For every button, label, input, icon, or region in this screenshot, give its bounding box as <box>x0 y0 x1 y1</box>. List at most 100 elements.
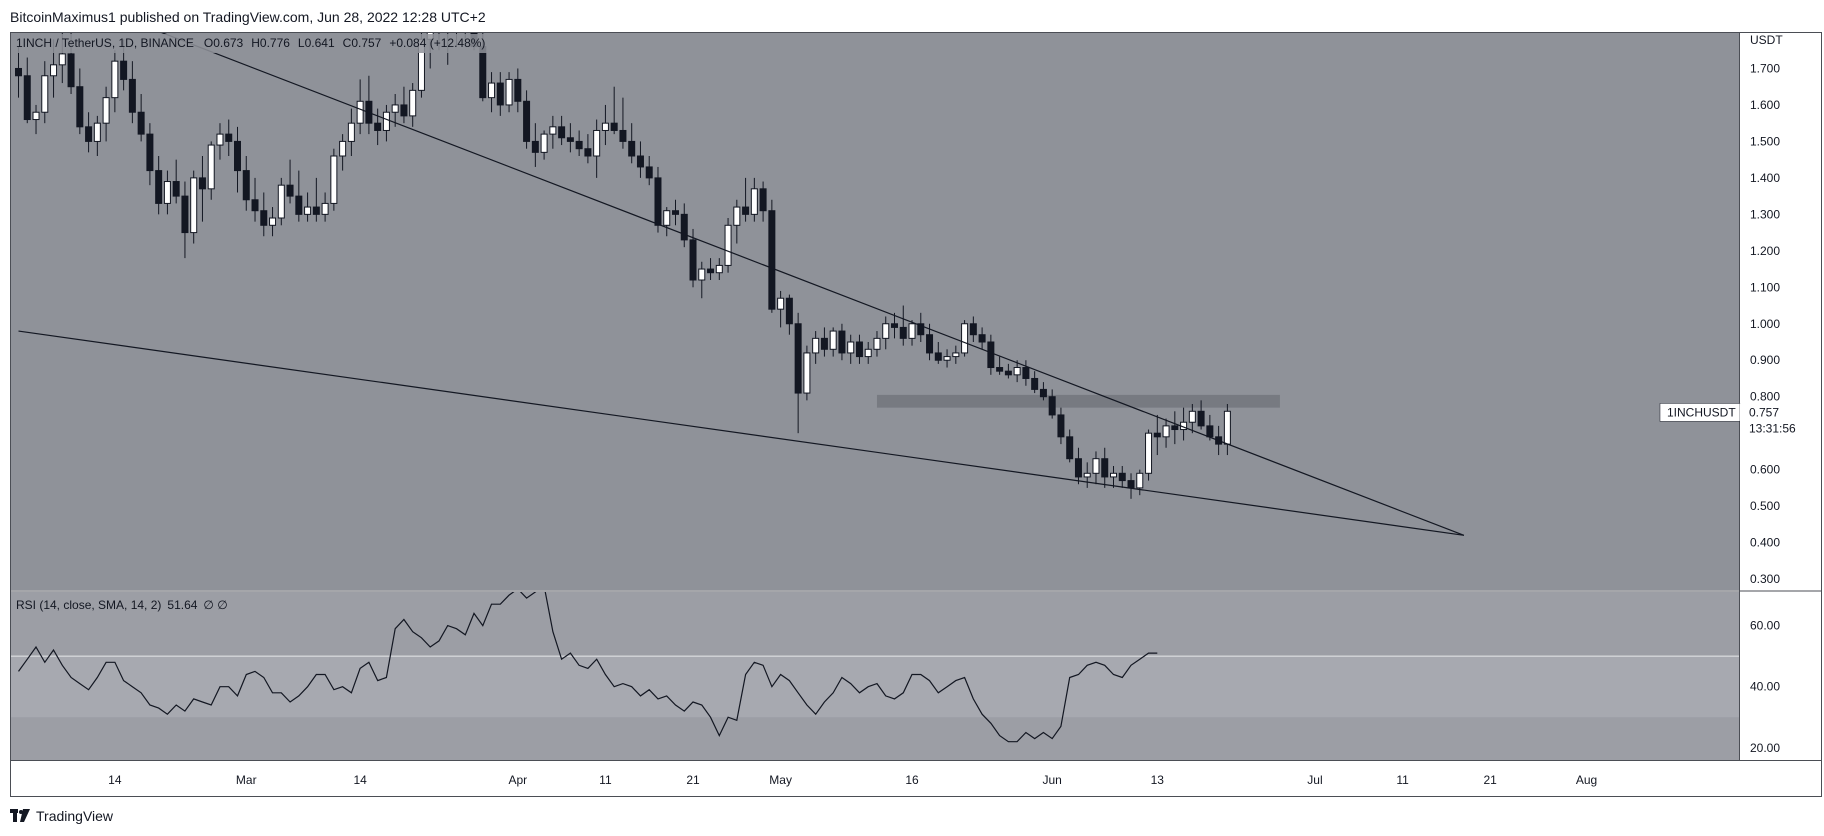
chart-svg[interactable]: USDT 1.700 1.600 1.500 1.400 1.300 1.200 1.100 1… <box>0 32 1824 798</box>
candle-body <box>899 326 907 339</box>
candle-body <box>207 144 215 190</box>
candle-body <box>645 166 653 179</box>
candle-body <box>242 170 250 201</box>
candle-body <box>961 323 969 354</box>
rsi-group <box>10 592 1739 743</box>
time-tick-label: Apr <box>508 773 527 787</box>
candle-body <box>1083 472 1091 478</box>
candle-body <box>803 352 811 394</box>
price-tick-label: 1.200 <box>1750 244 1780 258</box>
candle-body <box>996 367 1004 372</box>
candle-body <box>575 140 583 150</box>
candle-body <box>234 140 241 172</box>
candle-body <box>163 181 171 204</box>
time-tick-label: Jul <box>1307 773 1322 787</box>
time-tick-label: 21 <box>1484 773 1498 787</box>
candle-body <box>391 104 399 113</box>
rsi-tick-label: 20.00 <box>1750 741 1780 755</box>
time-tick-label: 14 <box>353 773 367 787</box>
candle-body <box>1162 425 1170 438</box>
time-tick-label: Aug <box>1576 773 1597 787</box>
rsi-axis[interactable]: 60.00 40.00 20.00 <box>1750 619 1780 755</box>
candle-body <box>1136 472 1144 489</box>
time-tick-label: 11 <box>599 773 612 787</box>
candle-body <box>120 60 128 80</box>
candle-body <box>146 133 154 172</box>
chart-area[interactable]: USDT 1.700 1.600 1.500 1.400 1.300 1.200 1.100 1… <box>0 32 1824 798</box>
candle-body <box>128 78 136 113</box>
candle-body <box>505 78 513 106</box>
candle-body <box>733 206 741 226</box>
candle-body <box>496 82 504 106</box>
legend-low: 0.641 <box>305 36 335 50</box>
candle-body <box>111 60 119 99</box>
candle-body <box>1171 425 1179 431</box>
candle-body <box>330 155 338 204</box>
rsi-tick-label: 40.00 <box>1750 680 1780 694</box>
candle-body <box>1013 367 1021 376</box>
rsi-band <box>10 656 1739 718</box>
candle-body <box>636 155 644 168</box>
candle-body <box>610 122 618 131</box>
candle-body <box>759 188 767 212</box>
price-tick-label: 1.000 <box>1750 317 1780 331</box>
candle-body <box>768 210 776 310</box>
candle-body <box>707 268 715 274</box>
price-tag-value-bg <box>1740 403 1808 438</box>
publisher-text: BitcoinMaximus1 published on TradingView… <box>10 9 486 25</box>
candle-body <box>777 297 785 310</box>
rsi-legend[interactable]: RSI (14, close, SMA, 14, 2) 51.64 ∅ ∅ <box>16 598 228 612</box>
candle-body <box>1101 458 1109 478</box>
candle-body <box>15 67 22 77</box>
legend-low-label: L <box>298 36 305 50</box>
candle-body <box>409 89 417 117</box>
candle-body <box>374 122 382 131</box>
candle-body <box>847 341 855 354</box>
brand[interactable]: TradingView <box>10 808 113 824</box>
candle-body <box>680 213 688 241</box>
price-tick-label: 0.300 <box>1750 572 1780 586</box>
candle-body <box>155 170 163 204</box>
candle-body <box>934 352 942 361</box>
candle-body <box>304 206 312 215</box>
rsi-legend-line: RSI (14, close, SMA, 14, 2) 51.64 ∅ ∅ <box>16 598 228 612</box>
candle-body <box>1092 458 1100 474</box>
candle-body <box>216 133 224 146</box>
candle-body <box>908 323 916 339</box>
candle-body <box>295 195 303 215</box>
candle-body <box>943 356 951 361</box>
candle-body <box>347 122 355 142</box>
candle-body <box>251 199 259 212</box>
time-axis[interactable]: 14 Mar 14 Apr 11 21 May 16 Jun 13 Jul 11 21 Aug <box>108 773 1597 787</box>
candle-body <box>339 140 347 157</box>
trendline <box>158 32 1465 536</box>
time-tick-label: 16 <box>905 773 919 787</box>
price-tag-countdown: 13:31:56 <box>1749 421 1796 435</box>
candle-body <box>829 330 837 350</box>
legend-symbol: 1INCH / TetherUS <box>16 36 112 50</box>
symbol-legend[interactable]: 1INCH / TetherUS, 1D, BINANCE O0.673 H0.77… <box>12 34 547 53</box>
candle-body <box>23 75 31 121</box>
legend-bg <box>12 34 547 53</box>
candle-body <box>1022 367 1030 379</box>
candle-body <box>1206 425 1214 438</box>
candle-body <box>321 202 329 215</box>
rsi-legend-value: 51.64 <box>167 598 197 612</box>
price-axis[interactable]: USDT 1.700 1.600 1.500 1.400 1.300 1.200 1.100 1… <box>1750 33 1783 586</box>
time-tick-label: 14 <box>108 773 122 787</box>
chart-frame <box>10 32 1822 797</box>
rsi-tick-label: 60.00 <box>1750 619 1780 633</box>
candle-body <box>917 323 925 336</box>
candle-body <box>260 210 268 226</box>
candle-body <box>1066 436 1074 460</box>
candle-body <box>619 129 627 142</box>
price-tick-label: 1.500 <box>1750 134 1780 148</box>
candle-body <box>873 337 881 350</box>
candle-body <box>820 337 828 350</box>
candle-body <box>987 341 995 369</box>
rsi-legend-extra: ∅ ∅ <box>203 598 227 612</box>
price-tag-value: 0.757 <box>1749 405 1779 419</box>
candle-body <box>356 100 364 124</box>
candle-body <box>855 341 863 358</box>
candle-body <box>785 297 793 325</box>
